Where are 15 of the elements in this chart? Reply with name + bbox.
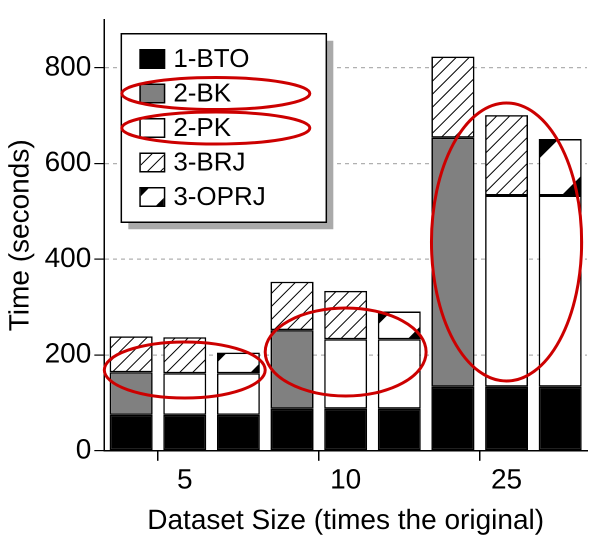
legend-label: 2-BK bbox=[173, 78, 232, 108]
y-tick-label: 800 bbox=[44, 50, 92, 82]
y-axis-title: Time (seconds) bbox=[4, 139, 35, 332]
legend-label: 2-PK bbox=[173, 112, 232, 142]
legend-label: 1-BTO bbox=[173, 43, 250, 74]
y-tick-label: 0 bbox=[76, 434, 92, 465]
x-tick-label: 25 bbox=[490, 463, 522, 494]
legend-label: 3-BRJ bbox=[173, 146, 246, 177]
x-tick-label: 10 bbox=[330, 463, 362, 494]
y-tick-label: 200 bbox=[44, 338, 92, 369]
y-tick-label: 600 bbox=[44, 146, 92, 178]
x-axis-title: Dataset Size (times the original) bbox=[147, 504, 544, 535]
legend-label: 3-OPRJ bbox=[173, 181, 266, 212]
y-tick-label: 400 bbox=[44, 242, 92, 273]
x-tick-label: 5 bbox=[176, 463, 193, 494]
